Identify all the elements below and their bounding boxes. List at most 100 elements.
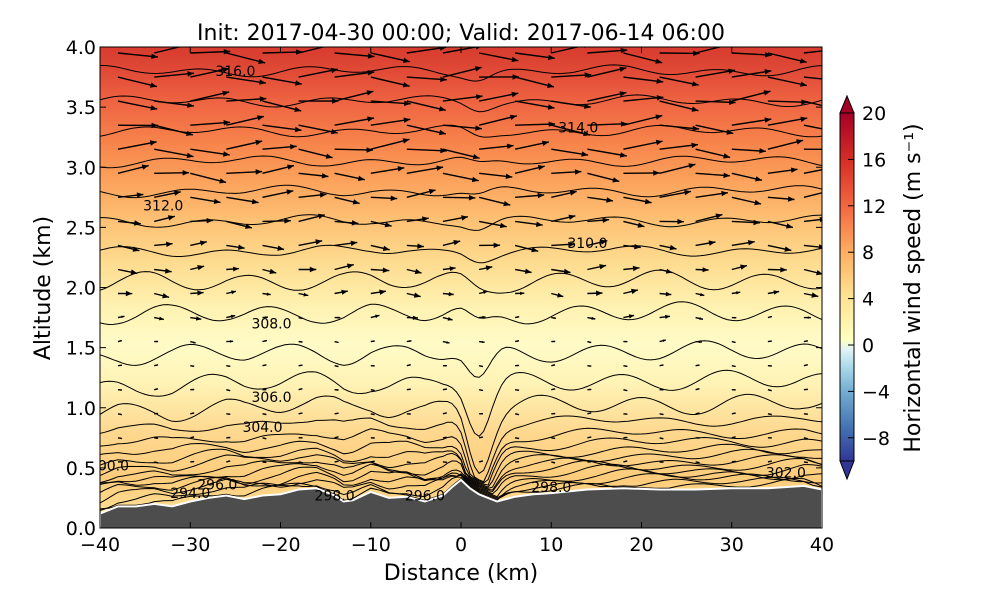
- wind-vector: [767, 167, 798, 174]
- wind-vector: [478, 52, 519, 63]
- wind-vector: [731, 240, 755, 247]
- wind-vector: [190, 67, 230, 78]
- wind-vector: [659, 364, 664, 367]
- wind-vector: [442, 195, 476, 201]
- wind-vector: [695, 68, 736, 78]
- wind-vector: [117, 364, 123, 367]
- wind-vector: [334, 52, 375, 59]
- isentrope-line: [100, 64, 822, 82]
- wind-vector: [551, 124, 591, 137]
- wind-vector: [226, 460, 231, 463]
- y-tick-label: 3.5: [66, 97, 96, 119]
- wind-vector: [298, 239, 323, 247]
- wind-vector: [767, 76, 808, 87]
- wind-vector: [767, 389, 772, 392]
- colorbar-tick-label: −8: [862, 428, 890, 450]
- wind-vector: [262, 76, 302, 86]
- plot-area: 316.0 314.0 312.0 310.0 308.0 306.0 304.0 300.0…: [100, 47, 822, 528]
- wind-vector: [587, 340, 592, 344]
- wind-vector: [587, 388, 592, 391]
- wind-vector: [154, 316, 165, 321]
- wind-vector: [190, 49, 231, 55]
- wind-vector: [117, 100, 158, 111]
- wind-vector: [659, 142, 699, 150]
- isentrope-line: [100, 94, 822, 113]
- contour-labels: 316.0 314.0 312.0 310.0 308.0 306.0 304.0 300.0…: [100, 64, 806, 504]
- wind-vector: [442, 388, 448, 391]
- wind-vector: [190, 240, 207, 247]
- wind-vector: [659, 124, 700, 132]
- wind-vector: [659, 314, 671, 319]
- wind-vector: [370, 244, 390, 251]
- contour-label: 312.0: [143, 199, 183, 215]
- wind-vector: [551, 190, 577, 198]
- wind-vector: [803, 76, 822, 80]
- wind-vector: [587, 461, 592, 463]
- wind-vector: [117, 315, 125, 319]
- contour-label: 314.0: [558, 121, 598, 137]
- colorbar-tick-label: 12: [862, 196, 886, 218]
- wind-vector: [154, 292, 170, 299]
- wind-vector: [587, 91, 627, 102]
- wind-vector: [478, 114, 517, 126]
- wind-vector: [226, 220, 253, 229]
- wind-vector: [623, 244, 641, 250]
- wind-vector: [767, 290, 780, 295]
- wind-vector: [117, 413, 123, 416]
- isentrope-line: [100, 393, 822, 475]
- wind-vector: [478, 220, 507, 229]
- wind-vector: [370, 460, 375, 463]
- wind-vector: [262, 316, 269, 319]
- wind-vector: [803, 169, 822, 174]
- colorbar-bottom-extension: [839, 460, 855, 481]
- wind-vector: [298, 148, 333, 159]
- colorbar-tick-label: 4: [862, 289, 874, 311]
- wind-vector: [190, 388, 195, 391]
- wind-vector: [767, 267, 787, 273]
- wind-vector: [659, 461, 664, 463]
- isentrope-line: [100, 427, 822, 484]
- wind-vector: [551, 388, 556, 391]
- isentrope-line: [100, 301, 822, 326]
- wind-vector: [154, 437, 159, 439]
- wind-vector: [803, 268, 822, 276]
- wind-vector: [479, 172, 513, 179]
- x-tick-label: −10: [351, 534, 391, 556]
- wind-vector: [695, 213, 723, 223]
- contour-label: 294.0: [170, 486, 210, 502]
- wind-vector: [190, 218, 214, 224]
- isentrope-line: [100, 340, 822, 378]
- wind-vector: [731, 436, 736, 439]
- wind-vector: [154, 241, 173, 247]
- wind-vector: [767, 340, 772, 343]
- isentrope-line: [100, 214, 822, 231]
- wind-vector: [623, 314, 635, 319]
- wind-vectors: [117, 47, 822, 464]
- wind-vector: [117, 290, 133, 297]
- wind-vector: [442, 148, 480, 160]
- wind-vector: [262, 189, 294, 198]
- wind-vector: [695, 364, 700, 367]
- wind-vector: [731, 264, 748, 271]
- y-axis-label: Altitude (km): [31, 216, 56, 360]
- wind-vector: [659, 291, 672, 297]
- wind-vector: [334, 240, 358, 247]
- wind-vector: [587, 121, 628, 127]
- wind-vector: [767, 315, 773, 319]
- colorbar-label: Horizontal wind speed (m s⁻¹): [901, 123, 926, 452]
- wind-vector: [695, 461, 700, 464]
- isentrope-line: [100, 184, 822, 199]
- wind-vector: [298, 364, 303, 367]
- wind-vector: [623, 389, 628, 392]
- wind-vector: [334, 289, 348, 295]
- wind-vector: [226, 52, 266, 64]
- wind-vector: [262, 388, 267, 391]
- wind-vector: [334, 365, 339, 368]
- wind-vector: [262, 218, 291, 224]
- wind-vector: [623, 436, 628, 439]
- wind-vector: [659, 389, 664, 391]
- wind-vector: [731, 69, 772, 78]
- wind-vector: [406, 76, 447, 83]
- wind-vector: [623, 365, 628, 368]
- colorbar-tick-label: 8: [862, 242, 874, 264]
